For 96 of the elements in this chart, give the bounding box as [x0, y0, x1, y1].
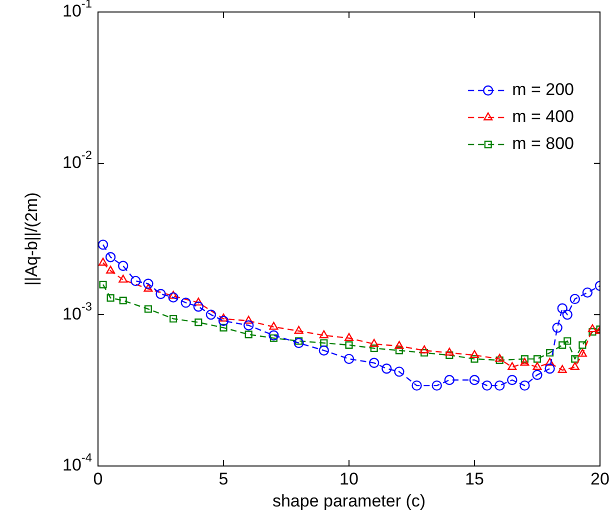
x-tick-label: 5 [218, 470, 228, 489]
point [495, 354, 504, 362]
point [570, 294, 580, 304]
point [194, 318, 202, 326]
point [520, 380, 530, 391]
legend-label: m = 200 [512, 80, 574, 100]
point [533, 355, 542, 363]
point [520, 358, 530, 366]
point [218, 316, 229, 326]
x-tick-label: 10 [340, 470, 358, 489]
point [144, 305, 152, 313]
x-axis-title: shape parameter (c) [272, 491, 426, 510]
point [170, 314, 178, 323]
point [99, 280, 107, 288]
point [344, 333, 354, 341]
point [193, 302, 204, 312]
point [168, 292, 178, 303]
point [219, 314, 228, 322]
point [558, 341, 566, 349]
point [546, 348, 554, 357]
point [558, 365, 567, 373]
point [105, 252, 116, 262]
legend-label: m = 400 [512, 107, 574, 126]
point [395, 346, 403, 354]
point [420, 345, 429, 354]
x-tick-label: 20 [590, 470, 610, 489]
point [562, 310, 572, 320]
point [369, 358, 380, 368]
point [588, 324, 597, 332]
point [295, 337, 303, 345]
point [420, 348, 428, 357]
point [412, 380, 422, 391]
point [444, 348, 454, 356]
point [370, 344, 378, 352]
point [156, 288, 166, 300]
point [394, 366, 404, 377]
point [294, 326, 304, 334]
point [582, 287, 593, 298]
point [206, 310, 216, 320]
point [532, 362, 542, 370]
point [570, 362, 580, 370]
point [320, 339, 328, 347]
point [345, 341, 353, 349]
point [446, 351, 454, 359]
x-tick-label: 15 [465, 470, 484, 489]
point [432, 380, 442, 391]
point [394, 340, 404, 349]
point [98, 240, 108, 250]
point [118, 274, 128, 283]
point [118, 260, 128, 272]
point [532, 370, 542, 380]
point [106, 294, 114, 302]
point [130, 276, 141, 286]
point [588, 328, 596, 336]
point [168, 290, 178, 299]
point [552, 322, 562, 333]
point [220, 324, 228, 332]
point [294, 338, 304, 348]
point [143, 278, 154, 289]
point [507, 374, 518, 386]
point [578, 341, 586, 349]
x-tick-label: 0 [93, 470, 103, 489]
point [144, 284, 153, 292]
point [564, 337, 572, 345]
point [444, 374, 454, 386]
point [482, 380, 492, 391]
point [469, 374, 480, 386]
point [319, 330, 328, 338]
point [382, 364, 392, 374]
point [470, 350, 479, 358]
point [544, 364, 555, 374]
point [268, 330, 279, 340]
legend-label: m = 800 [512, 134, 574, 154]
point [578, 348, 587, 357]
point [106, 266, 116, 274]
point [244, 316, 254, 324]
point [119, 296, 127, 304]
point [494, 380, 505, 391]
point [180, 298, 191, 308]
point [470, 355, 478, 363]
point [244, 330, 252, 338]
point [269, 322, 278, 330]
point [194, 298, 203, 306]
point [496, 356, 504, 364]
point [545, 358, 554, 366]
y-axis-title: ||Aq-b||/(2m) [22, 192, 41, 286]
point [244, 320, 254, 330]
point [370, 338, 379, 347]
point [270, 334, 278, 342]
point [520, 355, 528, 363]
point [318, 345, 329, 356]
point [344, 354, 354, 364]
point [557, 303, 568, 314]
point [571, 355, 579, 363]
point [98, 258, 108, 266]
point [508, 362, 517, 370]
